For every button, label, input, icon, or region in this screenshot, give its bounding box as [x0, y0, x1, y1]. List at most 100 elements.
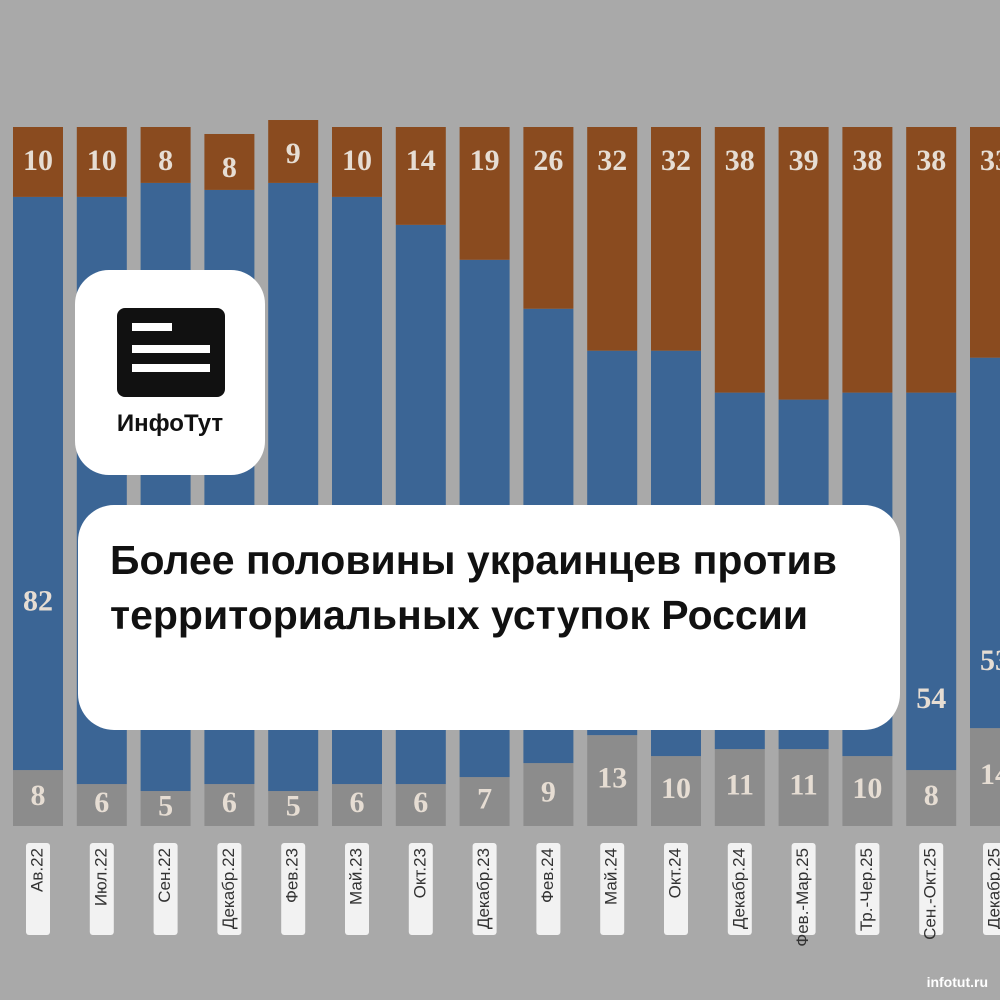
bar-segment — [268, 120, 319, 183]
bar-segment — [778, 127, 829, 400]
category-label-box — [217, 843, 242, 935]
value-label: 53 — [980, 644, 1000, 677]
bar-segment — [140, 791, 191, 826]
value-label: 32 — [661, 144, 691, 177]
category-label-box — [536, 843, 561, 935]
x-tick-label: Окт.24 — [665, 848, 684, 898]
category-label-box — [664, 843, 688, 935]
bar-segment — [13, 770, 63, 826]
bar-segment — [204, 784, 255, 826]
bar-segment — [651, 756, 701, 826]
bar-segment — [523, 127, 574, 309]
bar-segment — [76, 127, 127, 197]
bar-segment — [395, 127, 446, 225]
brand: ИнфоТут — [116, 410, 224, 437]
value-label: 39 — [789, 144, 819, 177]
x-tick-label: Тр.-Чер.25 — [857, 848, 876, 931]
value-label: 10 — [852, 772, 882, 805]
value-label: 8 — [924, 779, 939, 812]
bar-segment — [714, 127, 765, 393]
bar-segment — [13, 196, 63, 771]
value-label: 9 — [286, 137, 301, 170]
bar-segment — [459, 777, 510, 826]
value-label: 38 — [852, 144, 882, 177]
bar-segment — [906, 392, 957, 771]
bar-segment — [970, 728, 1000, 826]
bar-segment — [332, 127, 382, 197]
value-label: 6 — [413, 786, 428, 819]
x-tick-label: Сен.-Окт.25 — [921, 848, 940, 940]
value-label: 82 — [23, 584, 53, 617]
value-label: 6 — [350, 786, 365, 819]
bar-segment — [714, 749, 765, 826]
category-label-box — [855, 843, 880, 935]
category-label-box — [983, 843, 1000, 935]
bar-segment — [332, 784, 382, 826]
bar-segment — [587, 127, 638, 351]
value-label: 10 — [342, 144, 372, 177]
value-label: 10 — [23, 144, 53, 177]
bar-segment — [587, 735, 638, 826]
value-label: 19 — [470, 144, 500, 177]
x-tick-label: Фев.-Мар.25 — [793, 848, 812, 947]
bar-segment — [842, 127, 893, 393]
value-label: 10 — [661, 772, 691, 805]
logo-icon — [117, 308, 225, 397]
category-label-box — [89, 843, 114, 935]
bar-segment — [459, 127, 510, 260]
value-label: 6 — [222, 786, 237, 819]
value-label: 7 — [477, 782, 492, 815]
x-tick-label: Май.23 — [346, 848, 365, 905]
bar-segment — [906, 127, 957, 393]
x-tick-label: Фев.23 — [283, 848, 302, 903]
x-tick-label: Фев.24 — [538, 848, 557, 903]
category-label-box — [26, 843, 50, 935]
value-label: 8 — [31, 779, 46, 812]
headline-box: Более половины украинцев против территор… — [78, 505, 900, 730]
x-tick-label: Окт.23 — [410, 848, 429, 898]
bar-segment — [13, 127, 63, 197]
bar-segment — [268, 791, 319, 826]
x-tick-label: Декабр.23 — [474, 848, 493, 929]
value-label: 5 — [158, 789, 173, 822]
value-label: 14 — [406, 144, 436, 177]
value-label: 10 — [87, 144, 117, 177]
value-label: 14 — [980, 758, 1000, 791]
value-label: 9 — [541, 775, 556, 808]
x-tick-label: Сен.22 — [155, 848, 174, 903]
value-label: 54 — [916, 682, 946, 715]
bar-segment — [970, 127, 1000, 358]
value-label: 26 — [533, 144, 563, 177]
site: infotut.ru — [926, 974, 988, 990]
category-label-box — [408, 843, 433, 935]
value-label: 38 — [725, 144, 755, 177]
bar-segment — [76, 784, 127, 826]
x-tick-label: Декабр.24 — [729, 848, 748, 929]
value-label: 8 — [222, 151, 237, 184]
category-label-box — [600, 843, 625, 935]
bar-segment — [778, 749, 829, 826]
category-label-box — [919, 843, 944, 935]
value-label: 11 — [789, 768, 817, 801]
value-label: 32 — [597, 144, 627, 177]
value-label: 8 — [158, 144, 173, 177]
x-tick-label: Май.24 — [602, 848, 621, 905]
value-label: 13 — [597, 761, 627, 794]
x-tick-label: Декабр.25 — [984, 848, 1000, 929]
bar-segment — [842, 756, 893, 826]
bar-segment — [140, 127, 191, 183]
x-tick-label: Ав.22 — [27, 848, 46, 892]
logo: ИнфоТут — [75, 270, 265, 475]
x-tick-label: Июл.22 — [91, 848, 110, 906]
bar-segment — [523, 763, 574, 826]
value-label: 33 — [980, 144, 1000, 177]
headline: Более половины украинцев против территор… — [110, 537, 837, 638]
x-tick-label: Декабр.22 — [219, 848, 238, 929]
category-label-box — [153, 843, 178, 935]
value-label: 38 — [916, 144, 946, 177]
value-label: 5 — [286, 789, 301, 822]
bar-segment — [395, 784, 446, 826]
category-label-box — [727, 843, 752, 935]
